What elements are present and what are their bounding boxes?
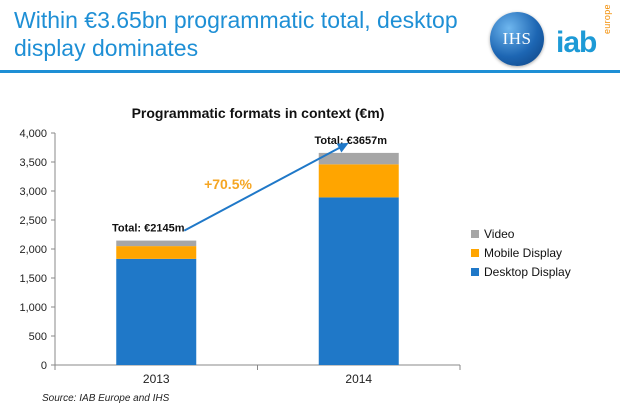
- growth-arrow: [183, 145, 343, 232]
- y-tick-label: 0: [41, 360, 47, 372]
- bar-total-label: Total: €3657m: [314, 135, 387, 147]
- y-tick-label: 3,500: [19, 157, 47, 169]
- legend-swatch: [471, 230, 479, 238]
- bar-segment: [318, 197, 399, 365]
- iab-logo-text: iab: [556, 26, 597, 59]
- legend-swatch: [471, 268, 479, 276]
- y-tick-label: 3,000: [19, 186, 47, 198]
- ihs-logo-text: IHS: [502, 29, 532, 48]
- growth-arrow-head: [336, 142, 349, 153]
- y-tick-label: 2,000: [19, 244, 47, 256]
- x-tick-label: 2013: [143, 372, 170, 386]
- source-note: Source: IAB Europe and IHS: [42, 393, 170, 404]
- y-tick-label: 500: [29, 331, 47, 343]
- bar-segment: [116, 258, 197, 365]
- y-tick-label: 1,500: [19, 273, 47, 285]
- bar-segment: [116, 246, 197, 259]
- legend-label: Desktop Display: [484, 265, 571, 279]
- iab-logo-subtext: europe: [602, 4, 612, 34]
- growth-label: +70.5%: [204, 176, 252, 192]
- legend-swatch: [471, 249, 479, 257]
- ihs-logo: IHS: [490, 12, 544, 66]
- stacked-bar-chart: Programmatic formats in context (€m) 0 500…: [19, 105, 571, 386]
- bar-segment: [318, 152, 399, 165]
- bar-segment: [116, 240, 197, 247]
- page-title: Within €3.65bn programmatic total, deskt…: [14, 7, 458, 61]
- legend-label: Video: [484, 227, 515, 241]
- legend-label: Mobile Display: [484, 246, 562, 260]
- chart-title: Programmatic formats in context (€m): [132, 105, 385, 121]
- y-tick-label: 2,500: [19, 215, 47, 227]
- header-divider: [0, 70, 620, 73]
- y-tick-label: 1,000: [19, 302, 47, 314]
- x-tick-label: 2014: [345, 372, 372, 386]
- bar-segment: [318, 164, 399, 198]
- iab-europe-logo: iab europe: [556, 4, 616, 64]
- bar-total-label: Total: €2145m: [112, 223, 185, 235]
- y-tick-label: 4,000: [19, 128, 47, 140]
